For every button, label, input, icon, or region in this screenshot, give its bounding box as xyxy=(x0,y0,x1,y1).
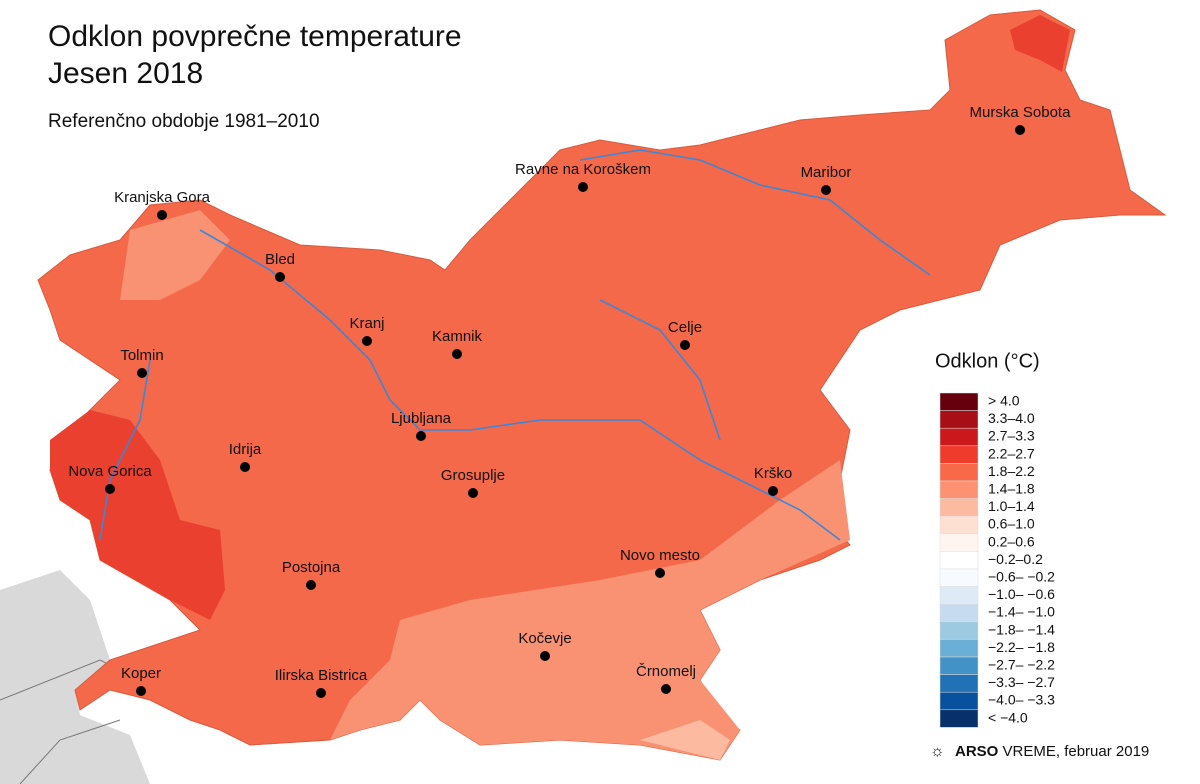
city-dot xyxy=(306,580,316,590)
legend-swatch xyxy=(939,603,979,623)
city-label: Kamnik xyxy=(432,328,483,345)
legend-swatch xyxy=(939,480,979,499)
legend-label: 2.2–2.7 xyxy=(988,445,1035,461)
legend-label: 1.8–2.2 xyxy=(988,463,1035,479)
cooler-region xyxy=(120,210,230,300)
city-dot xyxy=(821,185,831,195)
river xyxy=(99,359,151,541)
city-label: Koper xyxy=(121,665,161,682)
city-dot xyxy=(157,210,167,220)
legend-label: −0.6– −0.2 xyxy=(988,569,1055,585)
legend-label: 1.0–1.4 xyxy=(988,498,1035,514)
city-dot xyxy=(275,272,285,282)
city-label: Nova Gorica xyxy=(68,463,152,480)
city-label: Novo mesto xyxy=(620,547,700,564)
legend-label: −1.8– −1.4 xyxy=(988,621,1055,637)
city-dot xyxy=(362,336,372,346)
city-label: Kranjska Gora xyxy=(114,189,211,206)
legend-swatch xyxy=(939,427,979,447)
city-label: Celje xyxy=(668,319,702,336)
city-dot xyxy=(136,686,146,696)
legend-label: 0.2–0.6 xyxy=(988,533,1035,549)
legend-label: −3.3– −2.7 xyxy=(988,674,1055,690)
city-dot xyxy=(1015,125,1025,135)
legend-swatch xyxy=(939,515,979,535)
legend-swatch xyxy=(939,568,979,587)
credit: ARSO VREME, februar 2019 xyxy=(955,743,1149,760)
legend-swatch xyxy=(939,691,979,711)
river xyxy=(599,299,721,441)
city-dot xyxy=(452,349,462,359)
city-label: Ilirska Bistrica xyxy=(275,667,368,684)
map-subtitle: Referenčno obdobje 1981–2010 xyxy=(48,111,320,132)
credit-service: VREME xyxy=(1003,743,1056,760)
border-line xyxy=(19,719,121,784)
legend-label: −2.7– −2.2 xyxy=(988,657,1055,673)
warmer-region xyxy=(1010,15,1070,72)
city-dot xyxy=(661,684,671,694)
legend-label: 3.3–4.0 xyxy=(988,410,1035,426)
legend-swatch xyxy=(939,533,979,552)
legend-label: 2.7–3.3 xyxy=(988,428,1035,444)
city-dot xyxy=(137,368,147,378)
city-label: Postojna xyxy=(282,559,341,576)
neighbour-land xyxy=(0,570,150,784)
legend-swatch xyxy=(939,445,979,464)
city-dot xyxy=(540,651,550,661)
legend-swatch xyxy=(939,463,979,482)
legend-swatch xyxy=(939,586,979,605)
map-title: Odklon povprečne temperature xyxy=(48,20,462,53)
city-label: Kranj xyxy=(349,315,384,332)
city-label: Murska Sobota xyxy=(970,104,1072,121)
legend-label: 0.6–1.0 xyxy=(988,516,1035,532)
legend-label: −0.2–0.2 xyxy=(988,551,1043,567)
legend-label: −4.0– −3.3 xyxy=(988,692,1055,708)
city-dot xyxy=(416,431,426,441)
city-dot xyxy=(768,486,778,496)
credit-icon: ☼ xyxy=(930,743,945,760)
city-label: Ljubljana xyxy=(391,410,452,427)
city-label: Maribor xyxy=(801,164,852,181)
credit-date: , februar 2019 xyxy=(1056,743,1149,760)
legend-swatch xyxy=(939,656,979,675)
city-label: Grosuplje xyxy=(441,467,505,484)
warmer-region xyxy=(50,410,225,620)
legend-swatch xyxy=(939,392,979,411)
cooler-region xyxy=(330,460,850,760)
city-label: Idrija xyxy=(229,441,262,458)
legend-swatch xyxy=(939,498,979,517)
city-dot xyxy=(578,182,588,192)
city-label: Kočevje xyxy=(518,630,571,647)
city-dot xyxy=(680,340,690,350)
city-label: Krško xyxy=(754,465,792,482)
map-season: Jesen 2018 xyxy=(48,57,203,90)
city-dot xyxy=(105,484,115,494)
legend-label: < −4.0 xyxy=(988,709,1028,725)
city-label: Ravne na Koroškem xyxy=(515,161,651,178)
city-label: Črnomelj xyxy=(636,663,696,680)
legend-label: 1.4–1.8 xyxy=(988,481,1035,497)
legend-swatch xyxy=(939,551,979,570)
legend-swatch xyxy=(939,674,979,693)
legend-label: −1.4– −1.0 xyxy=(988,604,1055,620)
legend-label: > 4.0 xyxy=(988,393,1020,409)
river xyxy=(199,229,841,541)
legend-title: Odklon (°C) xyxy=(935,350,1040,372)
legend-swatch xyxy=(939,621,979,640)
legend-swatch xyxy=(939,709,979,728)
legend-swatch xyxy=(939,410,979,429)
city-dot xyxy=(316,688,326,698)
city-label: Bled xyxy=(265,251,295,268)
city-dot xyxy=(468,488,478,498)
credit-brand: ARSO xyxy=(955,743,999,760)
legend-swatch xyxy=(939,639,979,658)
river xyxy=(579,149,931,276)
city-dot xyxy=(240,462,250,472)
cooler-region xyxy=(640,720,730,760)
legend-label: −1.0– −0.6 xyxy=(988,586,1055,602)
legend-label: −2.2– −1.8 xyxy=(988,639,1055,655)
city-dot xyxy=(655,568,665,578)
city-label: Tolmin xyxy=(120,347,163,364)
